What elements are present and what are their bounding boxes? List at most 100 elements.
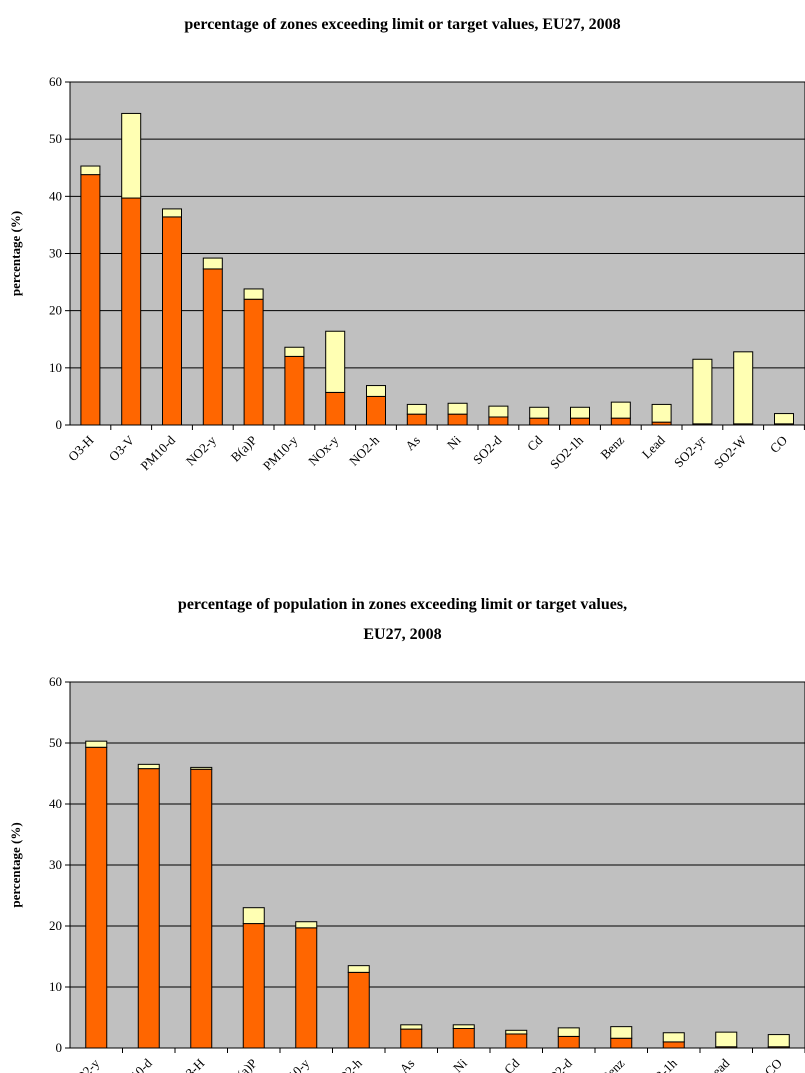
- population-bar-lower: [662, 1041, 685, 1049]
- zones-bar-lower: [162, 216, 182, 426]
- zones-bar-upper: [406, 403, 427, 415]
- population-category-label: CO: [761, 1056, 784, 1073]
- zones-bar-lower: [284, 355, 305, 426]
- zones-bar-lower: [80, 174, 101, 426]
- zones-y-tick-label: 30: [49, 246, 62, 261]
- population-y-axis-title: percentage (%): [8, 822, 23, 907]
- population-bar-upper: [242, 907, 265, 925]
- zones-bar-upper: [366, 385, 386, 397]
- population-bar-upper: [137, 763, 160, 770]
- zones-category-label: SO2-1h: [547, 432, 587, 472]
- population-category-label: Cd: [501, 1055, 523, 1073]
- population-bar-upper: [715, 1031, 738, 1048]
- population-y-tick-label: 20: [49, 918, 62, 933]
- zones-category-label: NO2-h: [346, 432, 382, 468]
- zones-y-tick-label: 20: [49, 303, 62, 318]
- chart-population-title-line-2: EU27, 2008: [363, 626, 442, 643]
- zones-y-tick-label: 10: [49, 360, 62, 375]
- zones-bar-upper: [80, 165, 101, 176]
- population-category-label: SO2-d: [540, 1055, 575, 1073]
- zones-bar-lower: [243, 298, 264, 426]
- population-category-label: As: [397, 1056, 418, 1073]
- zones-bar-upper: [162, 208, 182, 218]
- chart-population-title-line-1: percentage of population in zones exceed…: [177, 596, 628, 613]
- zones-bar-upper: [733, 351, 754, 425]
- population-category-label: SO2-1h: [641, 1055, 681, 1073]
- zones-category-label: PM10-d: [137, 432, 178, 473]
- zones-category-label: PM10-y: [260, 432, 301, 473]
- zones-bar-upper: [202, 257, 223, 270]
- population-bar-upper: [295, 921, 318, 929]
- population-bar-lower: [610, 1037, 633, 1049]
- zones-category-label: B(a)P: [228, 433, 260, 465]
- population-bar-lower: [137, 768, 160, 1049]
- population-bar-lower: [557, 1035, 580, 1049]
- zones-category-label: O3-V: [106, 432, 138, 464]
- zones-y-tick-label: 60: [49, 74, 62, 89]
- zones-bar-upper: [447, 402, 468, 415]
- population-bar-upper: [85, 740, 108, 748]
- zones-category-label: O3-H: [65, 433, 97, 465]
- zones-y-tick-label: 0: [56, 417, 63, 432]
- zones-bar-upper: [325, 330, 346, 393]
- population-category-label: PM10-y: [272, 1055, 313, 1073]
- population-bar-upper: [610, 1026, 633, 1039]
- zones-bar-upper: [284, 346, 305, 357]
- population-bar-upper: [505, 1029, 528, 1035]
- population-bar-lower: [85, 746, 108, 1049]
- population-bar-upper: [190, 766, 213, 770]
- zones-y-tick-label: 50: [49, 131, 62, 146]
- zones-bar-upper: [774, 413, 794, 425]
- zones-bar-upper: [529, 406, 550, 419]
- population-bar-upper: [452, 1024, 475, 1029]
- population-y-tick-label: 10: [49, 979, 62, 994]
- zones-bar-lower: [529, 417, 550, 426]
- chart-zones-title: percentage of zones exceeding limit or t…: [184, 16, 621, 33]
- zones-category-label: Benz: [597, 432, 627, 462]
- zones-category-label: CO: [767, 433, 790, 456]
- population-bar-lower: [242, 923, 265, 1049]
- zones-bar-lower: [406, 413, 427, 426]
- zones-category-label: Ni: [444, 432, 464, 452]
- zones-bar-lower: [366, 395, 386, 426]
- population-bar-upper: [662, 1032, 685, 1043]
- zones-category-label: Cd: [524, 432, 546, 454]
- chart-population-svg: 0 10 20 30 40 50 60 percentage (%) NO2-y PM10-d O3…: [8, 674, 805, 1073]
- zones-bar-upper: [570, 406, 590, 419]
- population-category-label: NO2-h: [329, 1055, 365, 1073]
- population-y-tick-label: 30: [49, 857, 62, 872]
- zones-y-tick-label: 40: [49, 188, 62, 203]
- zones-category-label: As: [402, 433, 423, 454]
- population-category-label: B(a)P: [228, 1056, 260, 1073]
- chart-population-title: percentage of population in zones exceed…: [0, 590, 805, 650]
- population-category-label: Ni: [450, 1055, 470, 1073]
- population-category-label: Benz: [598, 1055, 628, 1073]
- zones-bar-upper: [610, 401, 631, 419]
- zones-bar-lower: [570, 417, 590, 426]
- population-y-tick-label: 40: [49, 796, 62, 811]
- population-bar-upper: [347, 965, 370, 973]
- population-bar-upper: [400, 1024, 423, 1030]
- population-bar-lower: [505, 1033, 528, 1049]
- population-bar-lower: [295, 927, 318, 1049]
- zones-category-label: Lead: [639, 432, 668, 461]
- zones-bar-lower: [447, 413, 468, 426]
- zones-bar-upper: [121, 112, 142, 199]
- population-bar-lower: [400, 1028, 423, 1049]
- chart-population: 0 10 20 30 40 50 60 percentage (%) NO2-y PM10-d O3…: [0, 570, 805, 1073]
- population-y-tick-label: 60: [49, 674, 62, 689]
- zones-bar-lower: [488, 416, 509, 426]
- population-y-tick-label: 0: [56, 1040, 63, 1055]
- zones-bar-lower: [610, 417, 631, 426]
- zones-bar-upper: [692, 358, 713, 425]
- population-category-label: O3-H: [176, 1056, 208, 1073]
- population-bar-upper: [557, 1027, 580, 1037]
- zones-category-label: NO2-y: [183, 432, 219, 468]
- zones-bar-upper: [651, 403, 672, 423]
- zones-bar-upper: [488, 405, 509, 418]
- population-category-label: Lead: [703, 1055, 732, 1073]
- zones-bar-upper: [243, 288, 264, 300]
- population-bar-upper: [767, 1034, 790, 1048]
- chart-zones: 0 10 20 30 40 50 60 percentage (%) O3-H O3-V PM10-…: [0, 0, 805, 500]
- zones-bar-lower: [202, 268, 223, 426]
